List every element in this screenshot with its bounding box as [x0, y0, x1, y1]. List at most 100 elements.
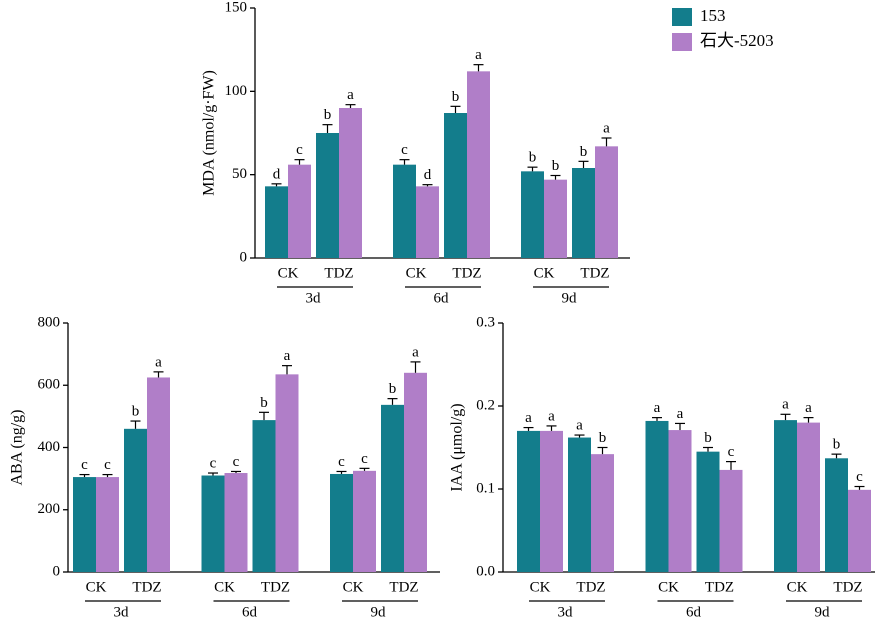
- significance-letter: b: [529, 150, 537, 166]
- bar: [517, 430, 540, 572]
- legend-swatch: [672, 8, 692, 26]
- bar: [696, 451, 720, 572]
- significance-letter: b: [704, 430, 712, 446]
- bar: [719, 469, 743, 572]
- group-label: 3d: [114, 604, 130, 620]
- x-tick-label: CK: [534, 265, 555, 281]
- bar: [275, 374, 299, 572]
- x-tick-label: TDZ: [580, 265, 609, 281]
- bar: [265, 186, 288, 258]
- x-tick-label: CK: [530, 579, 551, 595]
- significance-letter: b: [452, 89, 460, 105]
- bar: [544, 179, 567, 258]
- significance-letter: a: [805, 400, 812, 416]
- x-tick-label: TDZ: [452, 265, 481, 281]
- bar: [572, 168, 595, 258]
- bar: [568, 437, 591, 572]
- bar: [825, 458, 848, 572]
- x-tick-label: TDZ: [324, 265, 353, 281]
- y-tick-label: 0.1: [476, 480, 495, 496]
- x-tick-label: CK: [658, 579, 679, 595]
- bar: [73, 477, 96, 572]
- significance-letter: b: [580, 144, 588, 160]
- bar: [393, 164, 416, 258]
- y-tick-label: 800: [38, 314, 61, 330]
- significance-letter: d: [424, 167, 432, 183]
- y-tick-label: 50: [232, 166, 247, 182]
- y-tick-label: 400: [38, 439, 61, 455]
- bar: [774, 420, 797, 572]
- significance-letter: a: [347, 87, 354, 103]
- x-tick-label: TDZ: [389, 579, 418, 595]
- bar: [540, 430, 563, 572]
- significance-letter: c: [104, 457, 111, 473]
- significance-letter: a: [475, 47, 482, 63]
- group-label: 6d: [686, 604, 702, 620]
- significance-letter: d: [273, 166, 281, 182]
- significance-letter: c: [728, 444, 735, 460]
- bar: [467, 71, 490, 258]
- significance-letter: a: [155, 354, 162, 370]
- bar: [124, 428, 147, 572]
- significance-letter: a: [654, 400, 661, 416]
- bar: [339, 108, 362, 258]
- group-label: 9d: [815, 604, 831, 620]
- significance-letter: a: [782, 397, 789, 413]
- group-label: 6d: [434, 290, 450, 306]
- bar: [330, 473, 353, 572]
- significance-letter: c: [210, 455, 217, 471]
- y-axis-title: ABA (ng/g): [9, 410, 26, 486]
- x-tick-label: CK: [214, 579, 235, 595]
- bar: [645, 420, 669, 572]
- y-tick-label: 0: [53, 563, 61, 579]
- bar: [444, 113, 467, 258]
- y-tick-label: 0.0: [476, 563, 495, 579]
- bar: [668, 430, 692, 572]
- bar: [288, 164, 311, 258]
- group-label: 9d: [562, 290, 578, 306]
- y-tick-label: 0.2: [476, 397, 495, 413]
- x-tick-label: CK: [278, 265, 299, 281]
- bar: [147, 377, 170, 572]
- x-tick-label: TDZ: [132, 579, 161, 595]
- significance-letter: b: [599, 430, 607, 446]
- bar: [848, 489, 871, 572]
- bar: [353, 470, 376, 572]
- bar: [252, 420, 276, 572]
- significance-letter: b: [132, 403, 140, 419]
- y-tick-label: 0: [240, 249, 248, 265]
- significance-letter: b: [324, 107, 332, 123]
- y-axis-title: IAA (μmol/g): [449, 403, 466, 491]
- x-tick-label: CK: [86, 579, 107, 595]
- bar: [416, 186, 439, 258]
- x-tick-label: CK: [343, 579, 364, 595]
- significance-letter: c: [233, 454, 240, 470]
- significance-letter: a: [284, 348, 291, 364]
- significance-letter: c: [361, 451, 368, 467]
- significance-letter: b: [389, 381, 397, 397]
- y-tick-label: 600: [38, 377, 61, 393]
- bar: [224, 473, 248, 572]
- significance-letter: b: [552, 158, 560, 174]
- y-tick-label: 200: [38, 501, 61, 517]
- group-label: 3d: [306, 290, 322, 306]
- significance-letter: b: [260, 395, 268, 411]
- bar: [521, 171, 544, 258]
- x-tick-label: CK: [787, 579, 808, 595]
- significance-letter: c: [338, 454, 345, 470]
- x-tick-label: TDZ: [261, 579, 290, 595]
- group-label: 9d: [371, 604, 387, 620]
- group-label: 6d: [242, 604, 258, 620]
- significance-letter: c: [296, 142, 303, 158]
- bar: [316, 133, 339, 258]
- significance-letter: a: [603, 120, 610, 136]
- bar: [595, 146, 618, 258]
- x-tick-label: TDZ: [833, 579, 862, 595]
- x-tick-label: CK: [406, 265, 427, 281]
- y-tick-label: 100: [225, 83, 248, 99]
- significance-letter: c: [401, 142, 408, 158]
- x-tick-label: TDZ: [576, 579, 605, 595]
- bar: [591, 454, 614, 572]
- legend-swatch: [672, 33, 692, 51]
